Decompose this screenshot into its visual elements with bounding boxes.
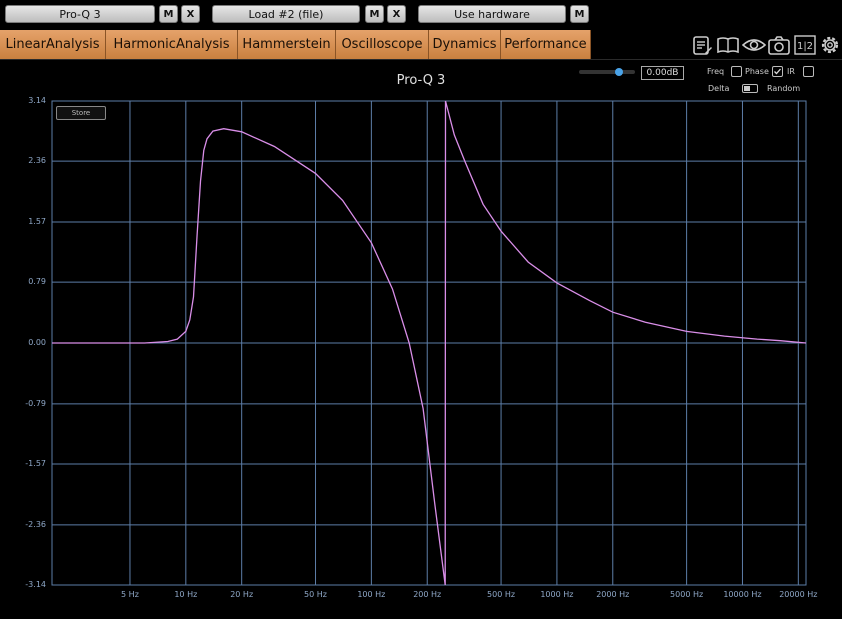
y-tick-label: -3.14 — [0, 580, 46, 589]
phase-checkbox[interactable] — [772, 66, 783, 77]
y-tick-label: -0.79 — [0, 399, 46, 408]
slot1-remove-button[interactable]: X — [181, 5, 200, 23]
x-tick-label: 10 Hz — [174, 590, 197, 599]
x-tick-label: 200 Hz — [413, 590, 441, 599]
x-tick-label: 1000 Hz — [540, 590, 573, 599]
x-tick-label: 2000 Hz — [596, 590, 629, 599]
store-button[interactable]: Store — [56, 106, 106, 120]
level-value-field[interactable]: 0.00dB — [641, 66, 684, 80]
slot1-mute-button[interactable]: M — [159, 5, 178, 23]
phase-label: Phase — [745, 67, 769, 76]
y-tick-label: -1.57 — [0, 459, 46, 468]
tab-performance[interactable]: Performance — [501, 30, 591, 59]
tab-hammerstein[interactable]: Hammerstein — [238, 30, 336, 59]
y-tick-label: 1.57 — [0, 217, 46, 226]
x-tick-label: 5 Hz — [121, 590, 139, 599]
slot2-plugin-button[interactable]: Load #2 (file) — [212, 5, 360, 23]
freq-label: Freq — [707, 67, 724, 76]
eye-icon[interactable] — [742, 33, 766, 57]
y-tick-label: 2.36 — [0, 156, 46, 165]
tab-dynamics[interactable]: Dynamics — [429, 30, 501, 59]
slot-bar: Pro-Q 3 M X Load #2 (file) M X Use hardw… — [0, 0, 842, 30]
freq-checkbox[interactable] — [731, 66, 742, 77]
slot2-remove-button[interactable]: X — [387, 5, 406, 23]
plot-panel — [0, 59, 842, 619]
settings-icon[interactable] — [818, 33, 842, 57]
x-tick-label: 20 Hz — [230, 590, 253, 599]
x-tick-label: 20000 Hz — [779, 590, 817, 599]
x-tick-label: 50 Hz — [304, 590, 327, 599]
x-tick-label: 10000 Hz — [723, 590, 761, 599]
ir-label: IR — [787, 67, 795, 76]
y-tick-label: 0.00 — [0, 338, 46, 347]
split-view-label: 1|2 — [797, 41, 813, 52]
x-tick-label: 5000 Hz — [670, 590, 703, 599]
slot1-plugin-button[interactable]: Pro-Q 3 — [5, 5, 155, 23]
toolbar-icons: 1|2 — [690, 33, 842, 57]
notes-icon[interactable] — [690, 33, 714, 57]
y-tick-label: -2.36 — [0, 520, 46, 529]
ir-checkbox[interactable] — [803, 66, 814, 77]
random-label: Random — [767, 84, 800, 93]
tab-harmonic-analysis[interactable]: HarmonicAnalysis — [106, 30, 238, 59]
tab-oscilloscope[interactable]: Oscilloscope — [336, 30, 429, 59]
level-slider[interactable] — [579, 70, 635, 74]
tab-linear-analysis[interactable]: LinearAnalysis — [0, 30, 106, 59]
split-view-icon[interactable]: 1|2 — [793, 33, 817, 57]
y-tick-label: 3.14 — [0, 96, 46, 105]
x-tick-label: 500 Hz — [487, 590, 515, 599]
check-icon — [773, 67, 782, 76]
slot2-mute-button[interactable]: M — [365, 5, 384, 23]
delta-label: Delta — [708, 84, 729, 93]
x-tick-label: 100 Hz — [357, 590, 385, 599]
y-tick-label: 0.79 — [0, 277, 46, 286]
book-icon[interactable] — [716, 33, 740, 57]
slot3-mute-button[interactable]: M — [570, 5, 589, 23]
slot3-hardware-button[interactable]: Use hardware — [418, 5, 566, 23]
camera-icon[interactable] — [767, 33, 791, 57]
delta-toggle[interactable] — [742, 84, 758, 93]
